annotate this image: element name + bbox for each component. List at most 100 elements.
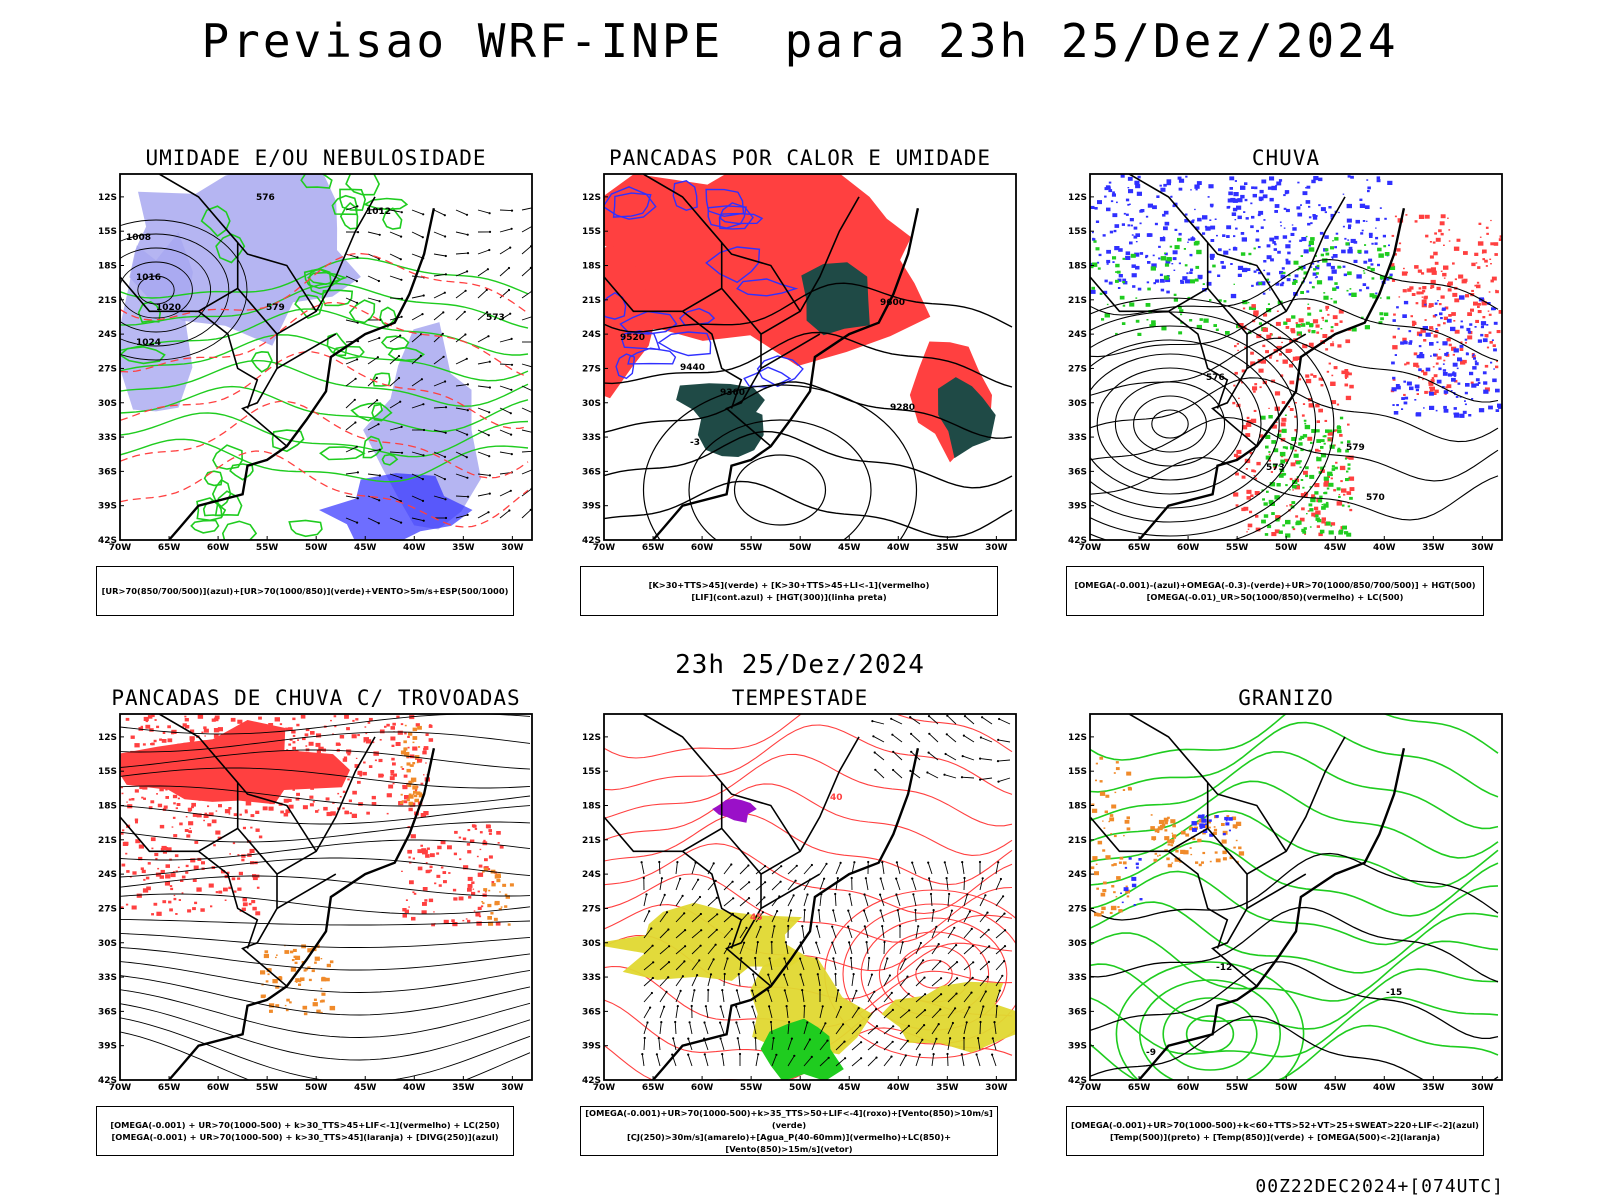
omega-area	[1408, 341, 1412, 345]
shower-area	[504, 905, 508, 908]
omega-500-area	[1213, 828, 1218, 832]
omega-area	[1229, 176, 1235, 181]
omega-area	[1222, 234, 1226, 237]
omega-strong-area	[1177, 305, 1182, 309]
rain-area	[1390, 263, 1395, 267]
omega-strong-area	[1346, 470, 1349, 473]
omega-strong-area	[1260, 415, 1266, 420]
omega-area	[1240, 194, 1245, 199]
vector-head	[356, 256, 359, 259]
omega-500-area	[1201, 861, 1204, 864]
omega-area	[1285, 208, 1290, 213]
thunderstorm-area	[192, 878, 197, 882]
vector-head	[984, 990, 987, 993]
thunderstorm-area	[233, 813, 238, 817]
omega-area	[1453, 407, 1457, 410]
lifted-index-contour	[718, 202, 754, 230]
humidity-lower-contour	[200, 205, 231, 238]
map-pancadas-calor[interactable]: 96009520944093609280-312S15S18S21S24S27S…	[580, 170, 1020, 564]
omega-area	[1090, 289, 1096, 294]
map-tempestade[interactable]: 404512S15S18S21S24S27S30S33S36S39S42S70W…	[580, 710, 1020, 1104]
thunderstorm-area	[288, 743, 292, 746]
omega-area	[1392, 404, 1395, 406]
thunderstorm-area	[156, 725, 160, 729]
lat-tick: 24S	[1068, 870, 1087, 880]
lat-tick: 27S	[98, 904, 117, 914]
rain-area	[1492, 344, 1496, 347]
omega-area	[1194, 208, 1196, 211]
wind-vector	[477, 493, 490, 497]
wind-vector	[643, 961, 654, 971]
vector-head	[751, 1005, 754, 1008]
vector-head	[667, 976, 670, 979]
rain-area	[1335, 461, 1338, 464]
rain-area	[1253, 312, 1259, 317]
wind-vector	[411, 209, 424, 215]
omega-strong-area	[1327, 471, 1333, 476]
wind-vector	[915, 926, 919, 939]
omega-strong-area	[1314, 491, 1319, 495]
thunderstorm-area	[368, 717, 373, 721]
omega-strong-area	[1116, 270, 1121, 274]
omega-area	[1294, 274, 1299, 278]
rain-area	[1476, 281, 1480, 284]
contour-label: 9440	[680, 363, 705, 373]
vector-head	[652, 961, 655, 964]
shower-area	[301, 961, 305, 964]
map-umidade[interactable]: 1012100810161020102457657957312S15S18S21…	[96, 170, 536, 564]
streamline	[120, 714, 531, 735]
rain-area	[1488, 291, 1491, 293]
omega-500-area	[1209, 860, 1212, 863]
wind-vector	[769, 958, 773, 971]
vector-head	[747, 912, 750, 915]
vector-head	[376, 399, 379, 402]
lon-tick: 40W	[887, 543, 910, 553]
vector-head	[788, 1020, 791, 1024]
wind-vector	[801, 926, 805, 939]
omega-area	[1223, 250, 1229, 255]
vector-head	[422, 454, 425, 457]
omega-area	[1266, 244, 1271, 248]
omega-area	[1280, 274, 1286, 279]
vector-head	[898, 924, 902, 928]
rain-area	[1326, 370, 1330, 373]
thunderstorm-area	[318, 746, 324, 751]
omega-strong-area	[1293, 260, 1299, 265]
wind-vector	[389, 297, 403, 300]
rain-area	[1344, 369, 1349, 372]
map-granizo[interactable]: -12-15-912S15S18S21S24S27S30S33S36S39S42…	[1066, 710, 1506, 1104]
thunderstorm-area	[400, 723, 404, 726]
omega-500-area	[1222, 830, 1228, 835]
omega-strong-area	[1178, 331, 1183, 335]
contour-label: 1024	[136, 338, 161, 348]
vector-head	[960, 1053, 963, 1056]
omega-strong-area	[1325, 429, 1330, 433]
thunderstorm-area	[335, 742, 341, 746]
height-contour	[688, 419, 872, 540]
wind-vector	[799, 958, 805, 971]
omega-area	[1196, 181, 1202, 185]
map-chuva[interactable]: 57657957357012S15S18S21S24S27S30S33S36S3…	[1066, 170, 1506, 564]
vector-head	[465, 456, 468, 459]
legend-line: [OMEGA(-0.01)_UR>50(1000/850)(vermelho) …	[1146, 592, 1404, 602]
omega-area	[1394, 354, 1397, 356]
vector-head	[783, 973, 786, 976]
humidity-lower-contour	[221, 520, 258, 540]
vector-head	[965, 1021, 968, 1024]
shower-area	[416, 761, 419, 764]
vector-head	[939, 1008, 942, 1011]
vector-head	[693, 989, 696, 992]
vector-head	[355, 301, 359, 304]
thunderstorm-area	[173, 834, 178, 838]
omega-500-area	[1122, 861, 1127, 865]
vector-head	[801, 989, 804, 992]
wind-vector	[389, 335, 401, 343]
rain-area	[1315, 324, 1320, 328]
omega-500-area	[1118, 861, 1122, 864]
omega-500-area	[1180, 849, 1186, 854]
map-frame	[119, 173, 533, 541]
wind-vector	[819, 878, 825, 891]
omega-area	[1117, 287, 1121, 289]
vector-head	[873, 990, 876, 993]
